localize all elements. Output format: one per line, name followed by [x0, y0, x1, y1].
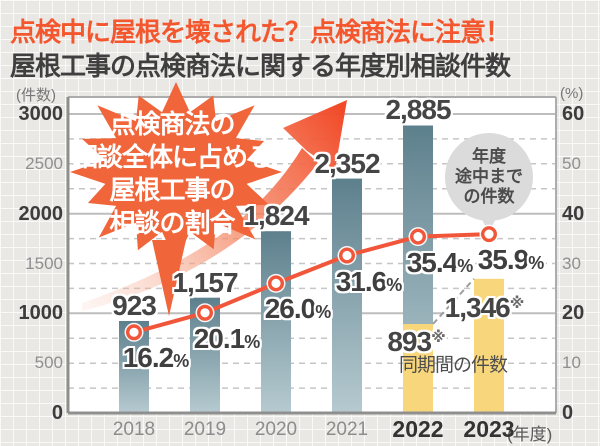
balloon-line-2: 途中まで — [455, 167, 523, 186]
starburst-line-2: 相談全体に占める — [71, 142, 273, 172]
chart-subtitle: 屋根工事の点検商法に関する年度別相談件数 — [9, 51, 511, 81]
balloon-text: 年度 途中まで の件数 — [429, 147, 549, 207]
dashed-connector — [432, 278, 475, 325]
y-axis-right-tick-50: 50 — [562, 154, 581, 173]
bar-value-label-2020: 1,824 — [243, 200, 309, 231]
percent-label-2020: 26.0% — [264, 293, 332, 324]
x-axis-label-2018: 2018 — [112, 419, 156, 440]
partial-value-label-2022: 893※ — [387, 326, 445, 357]
y-axis-left-tick-0: 0 — [51, 402, 63, 424]
y-axis-right-tick-0: 0 — [562, 402, 574, 424]
y-axis-right-tick-60: 60 — [562, 103, 585, 125]
bar-2020 — [261, 231, 291, 413]
left-axis-unit: (件数) — [16, 87, 56, 104]
line-marker-2020 — [268, 275, 285, 292]
bar-value-label-2022: 2,885 — [385, 94, 451, 125]
x-axis-unit: (年度) — [507, 425, 553, 444]
x-axis-label-2023: 2023 — [463, 416, 515, 442]
rising-arrow-icon — [82, 100, 347, 311]
bar-value-label-2021: 2,352 — [314, 148, 380, 179]
percent-label-2019: 20.1% — [193, 323, 261, 354]
y-axis-right-tick-30: 30 — [562, 254, 581, 273]
trend-line — [124, 224, 499, 342]
bar-2022-partial — [403, 324, 433, 413]
starburst-text: 点検商法の 相談全体に占める 屋根工事の 相談の割合 — [42, 108, 302, 240]
balloon-callout — [445, 133, 533, 232]
percent-label-2023: 35.9% — [477, 244, 545, 275]
bar-value-label-2023: 1,346※ — [444, 292, 525, 323]
starburst-line-3: 屋根工事の — [109, 175, 235, 205]
percent-label-2018: 16.2% — [122, 342, 190, 373]
percent-label-2022: 35.4% — [406, 247, 474, 278]
page-title: 点検中に屋根を壊された？点検商法に注意！ — [9, 17, 511, 47]
y-axis-left-tick-1000: 1000 — [18, 302, 64, 324]
y-axis-left-tick-3000: 3000 — [18, 103, 64, 125]
bars — [119, 125, 504, 413]
balloon-line-3: の件数 — [463, 187, 515, 206]
y-axis-right-tick-20: 20 — [562, 302, 585, 324]
y-axis-left-tick-2000: 2000 — [18, 203, 64, 225]
bar-2021 — [332, 178, 362, 413]
balloon-line-1: 年度 — [472, 147, 506, 166]
partial-note: 同期間の件数 — [398, 355, 508, 376]
x-axis-label-2020: 2020 — [254, 419, 298, 440]
percent-label-2021: 31.6% — [335, 266, 403, 297]
y-axis-right-tick-40: 40 — [562, 203, 585, 225]
plot-frame — [66, 96, 557, 415]
line-marker-2018 — [125, 324, 142, 341]
y-axis-left-tick-2500: 2500 — [25, 154, 63, 173]
y-axis-left-tick-500: 500 — [34, 353, 63, 372]
starburst-callout — [70, 82, 282, 316]
y-axis-right-tick-10: 10 — [562, 353, 581, 372]
line-marker-2021 — [339, 247, 356, 264]
x-axis-label-2019: 2019 — [183, 419, 227, 440]
line-marker-2022 — [410, 228, 427, 245]
right-axis-unit: (%) — [560, 85, 584, 102]
trend-polyline — [133, 232, 490, 335]
x-axis-label-2021: 2021 — [325, 419, 369, 440]
x-axis-label-2022: 2022 — [392, 416, 444, 442]
line-marker-2019 — [196, 304, 213, 321]
line-marker-2023 — [481, 226, 498, 243]
bar-value-label-2018: 923 — [112, 290, 157, 321]
bar-value-label-2019: 1,157 — [172, 267, 238, 298]
bar-2023 — [474, 278, 504, 413]
y-axis-left-tick-1500: 1500 — [25, 254, 63, 273]
starburst-line-1: 点検商法の — [109, 109, 235, 139]
starburst-line-4: 相談の割合 — [109, 208, 235, 238]
